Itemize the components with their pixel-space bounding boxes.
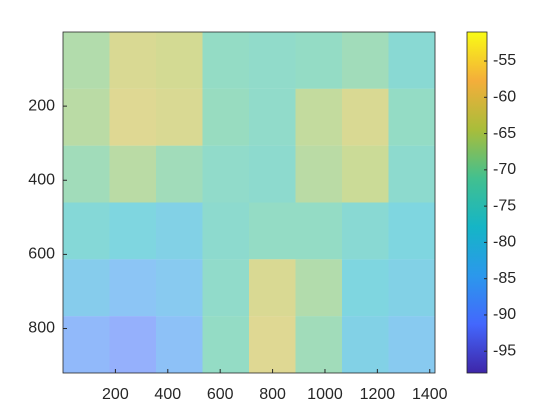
x-tick-label: 1400: [412, 386, 448, 403]
colorbar-tick-label: -75: [493, 197, 516, 214]
y-tick-label: 600: [28, 246, 55, 263]
x-tick-label: 1000: [307, 386, 343, 403]
heat-cell: [63, 88, 110, 146]
heat-cell: [63, 259, 110, 317]
colorbar-tick-label: -65: [493, 125, 516, 142]
heat-cell: [156, 88, 203, 146]
heat-cell: [109, 316, 156, 373]
heat-cell: [249, 145, 296, 203]
y-tick-label: 200: [28, 97, 55, 114]
heat-cell: [202, 145, 249, 203]
colorbar-tick-label: -55: [493, 52, 516, 69]
heat-cell: [342, 32, 389, 89]
heat-cell: [156, 32, 203, 89]
colorbar-tick-label: -95: [493, 342, 516, 359]
heat-cell: [388, 145, 435, 203]
heat-cell: [156, 259, 203, 317]
y-tick-label: 800: [28, 320, 55, 337]
heat-cell: [295, 316, 342, 373]
heat-cell: [63, 316, 110, 373]
heat-cell: [63, 145, 110, 203]
heat-cell: [249, 202, 296, 260]
heat-cell: [249, 32, 296, 89]
y-tick-label: 400: [28, 171, 55, 188]
heat-cell: [109, 259, 156, 317]
heat-cell: [295, 32, 342, 89]
heat-cell: [388, 32, 435, 89]
x-tick-label: 400: [154, 386, 181, 403]
colorbar-tick-label: -60: [493, 89, 516, 106]
heat-cell: [388, 88, 435, 146]
heat-cell: [249, 316, 296, 373]
heat-cell: [295, 202, 342, 260]
heat-cell: [202, 32, 249, 89]
heat-cell: [202, 259, 249, 317]
heat-cell: [109, 32, 156, 89]
colorbar-tick-label: -70: [493, 161, 516, 178]
colorbar-tick-label: -85: [493, 270, 516, 287]
heat-cell: [202, 202, 249, 260]
heat-cell: [249, 259, 296, 317]
colorbar: [466, 31, 488, 374]
heat-cell: [388, 316, 435, 373]
heat-cell: [342, 202, 389, 260]
x-tick-label: 600: [207, 386, 234, 403]
heat-cell: [295, 259, 342, 317]
heat-cell: [109, 88, 156, 146]
heat-cell: [342, 145, 389, 203]
heat-cell: [63, 202, 110, 260]
heat-cell: [342, 88, 389, 146]
heat-cell: [156, 316, 203, 373]
heat-cell: [388, 202, 435, 260]
x-tick-label: 1200: [360, 386, 396, 403]
heat-cell: [202, 88, 249, 146]
heat-cell: [388, 259, 435, 317]
heat-cell: [156, 145, 203, 203]
x-tick-label: 800: [259, 386, 286, 403]
heat-cell: [295, 88, 342, 146]
heat-cell: [342, 259, 389, 317]
heat-cell: [249, 88, 296, 146]
heat-cell: [295, 145, 342, 203]
heat-cell: [202, 316, 249, 373]
colorbar-tick-label: -80: [493, 234, 516, 251]
heat-cell: [63, 32, 110, 89]
colorbar-tick-label: -90: [493, 306, 516, 323]
heat-cell: [109, 145, 156, 203]
heat-cell: [156, 202, 203, 260]
x-tick-label: 200: [102, 386, 129, 403]
heat-cell: [109, 202, 156, 260]
plot-frame: [62, 31, 436, 374]
heat-cell: [342, 316, 389, 373]
